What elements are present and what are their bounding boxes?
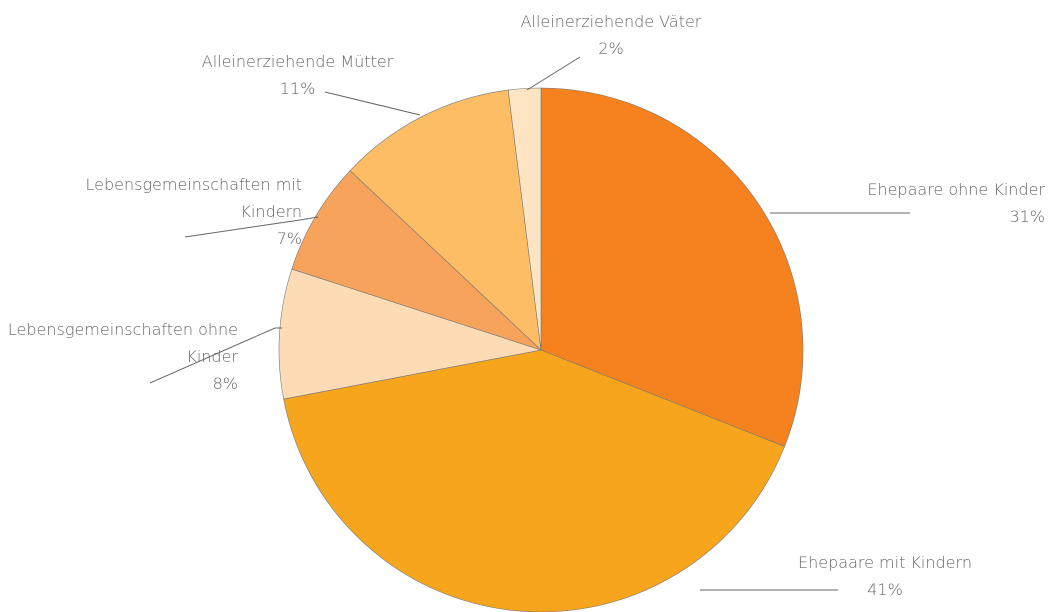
leader-line bbox=[184, 216, 319, 238]
slice-label: Alleinerziehende Mütter 11% bbox=[160, 48, 435, 102]
category-label: Alleinerziehende Mütter bbox=[201, 52, 394, 71]
slice bbox=[507, 87, 542, 351]
slice bbox=[540, 87, 804, 447]
leader-line bbox=[526, 56, 581, 91]
value-label: 31% bbox=[1009, 207, 1045, 226]
category-label: Alleinerziehende Väter bbox=[520, 12, 702, 31]
slice-label: Lebensgemeinschaften ohne Kinder 8% bbox=[0, 316, 238, 397]
value-label: 8% bbox=[212, 374, 238, 393]
category-label: Ehepaare ohne Kinder bbox=[867, 180, 1045, 199]
slice-label: Ehepaare ohne Kinder 31% bbox=[800, 176, 1045, 230]
slice-label: Lebensgemeinschaften mit Kindern 7% bbox=[40, 171, 303, 252]
leader-line bbox=[324, 91, 421, 116]
value-label: 2% bbox=[598, 39, 624, 58]
category-label: Ehepaare mit Kindern bbox=[798, 553, 972, 572]
value-label: 11% bbox=[279, 79, 316, 98]
slice-label: Alleinerziehende Väter 2% bbox=[480, 8, 742, 62]
value-label: 41% bbox=[867, 580, 903, 599]
category-label: Lebensgemeinschaften ohne Kinder bbox=[7, 320, 238, 366]
slice bbox=[278, 268, 542, 400]
leader-line bbox=[149, 327, 282, 384]
slice bbox=[291, 170, 542, 351]
slice bbox=[283, 349, 785, 612]
slice-label: Ehepaare mit Kindern 41% bbox=[760, 549, 1010, 603]
value-label: 7% bbox=[276, 229, 302, 248]
category-label: Lebensgemeinschaften mit Kindern bbox=[85, 175, 303, 221]
slice bbox=[349, 89, 542, 351]
